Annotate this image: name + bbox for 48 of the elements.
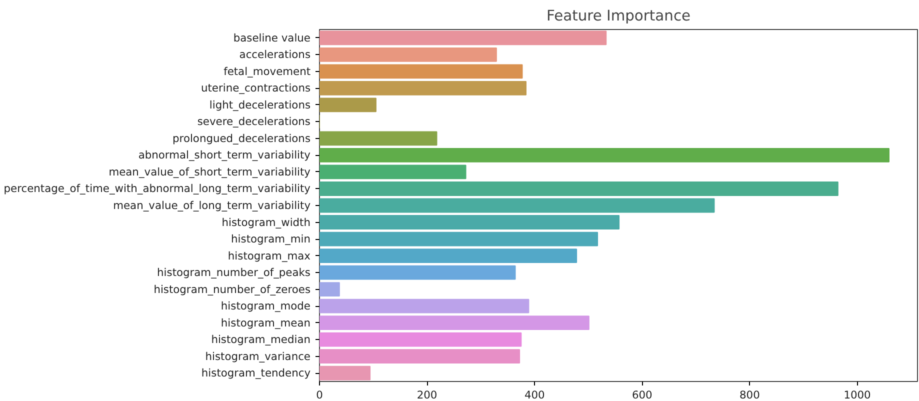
bar: [320, 47, 497, 62]
bar: [320, 366, 371, 380]
y-tick-label: percentage_of_time_with_abnormal_long_term_variability: [4, 182, 311, 196]
x-tick-label: 600: [632, 388, 653, 401]
y-tick-label: baseline value: [233, 31, 311, 44]
bar: [320, 265, 516, 280]
y-tick-label: histogram_number_of_zeroes: [154, 282, 311, 296]
y-tick-label: histogram_median: [211, 333, 311, 346]
bar: [320, 64, 523, 79]
bar: [320, 80, 527, 96]
y-tick-label: mean_value_of_short_term_variability: [108, 165, 311, 178]
bar: [320, 298, 530, 314]
bar: [320, 349, 520, 364]
y-tick-label: histogram_tendency: [201, 366, 310, 380]
bar: [320, 215, 620, 230]
y-tick-label: mean_value_of_long_term_variability: [113, 199, 311, 212]
chart-title: Feature Importance: [546, 8, 691, 24]
y-tick-label: uterine_contractions: [200, 82, 311, 95]
bar: [320, 198, 715, 213]
y-tick-label: histogram_variance: [205, 350, 311, 363]
x-tick-label: 200: [416, 388, 438, 401]
y-tick-label: fetal_movement: [224, 64, 310, 78]
bar: [320, 316, 590, 330]
y-tick-label: histogram_mean: [220, 316, 311, 330]
x-tick-label: 1000: [844, 388, 872, 401]
y-tick-label: histogram_width: [222, 216, 311, 229]
x-tick-label: 800: [740, 388, 760, 401]
bar: [320, 248, 578, 263]
y-tick-label: accelerations: [239, 48, 311, 62]
y-tick-label: severe_decelerations: [197, 115, 311, 128]
y-tick-label: histogram_mode: [220, 300, 311, 313]
bar: [320, 148, 890, 162]
bar: [320, 98, 376, 112]
x-tick-label: 0: [316, 388, 324, 401]
bar: [320, 30, 607, 46]
bar: [320, 282, 340, 297]
y-tick-label: histogram_min: [231, 232, 311, 246]
bar: [320, 164, 466, 180]
y-tick-label: prolongued_decelerations: [172, 132, 311, 145]
bar: [320, 182, 838, 196]
bar: [320, 332, 522, 347]
x-tick-label: 400: [524, 388, 545, 401]
bar: [320, 131, 438, 146]
y-tick-label: light_decelerations: [209, 98, 311, 112]
bar: [320, 232, 598, 246]
y-tick-label: abnormal_short_term_variability: [138, 148, 311, 162]
y-tick-label: histogram_max: [228, 249, 311, 262]
y-tick-label: histogram_number_of_peaks: [157, 266, 311, 280]
